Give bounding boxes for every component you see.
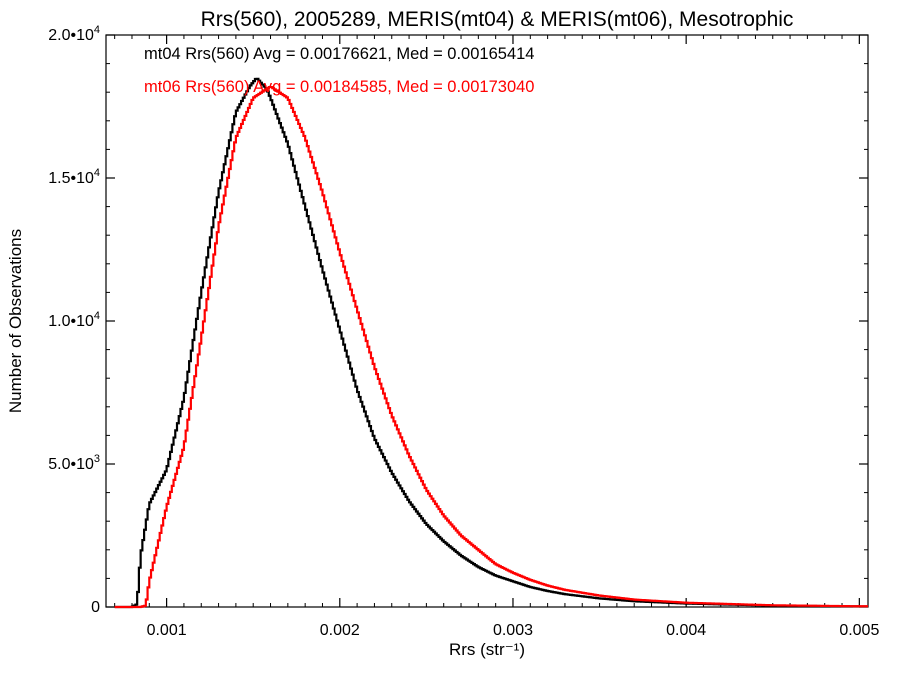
y-tick-label: 0 bbox=[91, 599, 100, 616]
plot-frame bbox=[105, 34, 869, 608]
y-axis-label: Number of Observations bbox=[6, 229, 25, 413]
x-axis-label: Rrs (str⁻¹) bbox=[449, 640, 525, 659]
x-tick-label: 0.004 bbox=[666, 622, 706, 639]
x-tick-label: 0.002 bbox=[320, 622, 360, 639]
series-lines bbox=[114, 77, 868, 609]
x-tick-label: 0.001 bbox=[147, 622, 187, 639]
y-tick-label: 1.5•104 bbox=[48, 167, 100, 187]
series-line-mt04 bbox=[114, 77, 868, 609]
legend-entry-mt06: mt06 Rrs(560) Avg = 0.00184585, Med = 0.… bbox=[144, 78, 534, 96]
x-tick-label: 0.005 bbox=[839, 622, 879, 639]
y-tick-label: 5.0•103 bbox=[48, 453, 100, 473]
y-axis-ticks: 0 5.0•103 1.0•104 1.5•104 2.0•104 bbox=[48, 24, 868, 616]
chart-title: Rrs(560), 2005289, MERIS(mt04) & MERIS(m… bbox=[201, 8, 794, 31]
legend-entry-mt04: mt04 Rrs(560) Avg = 0.00176621, Med = 0.… bbox=[144, 45, 534, 63]
y-tick-label: 2.0•104 bbox=[48, 24, 100, 44]
series-line-mt06 bbox=[114, 85, 868, 609]
y-tick-label: 1.0•104 bbox=[48, 310, 100, 330]
x-tick-label: 0.003 bbox=[493, 622, 533, 639]
x-axis-ticks: 0.001 0.002 0.003 0.004 0.005 bbox=[114, 35, 879, 639]
